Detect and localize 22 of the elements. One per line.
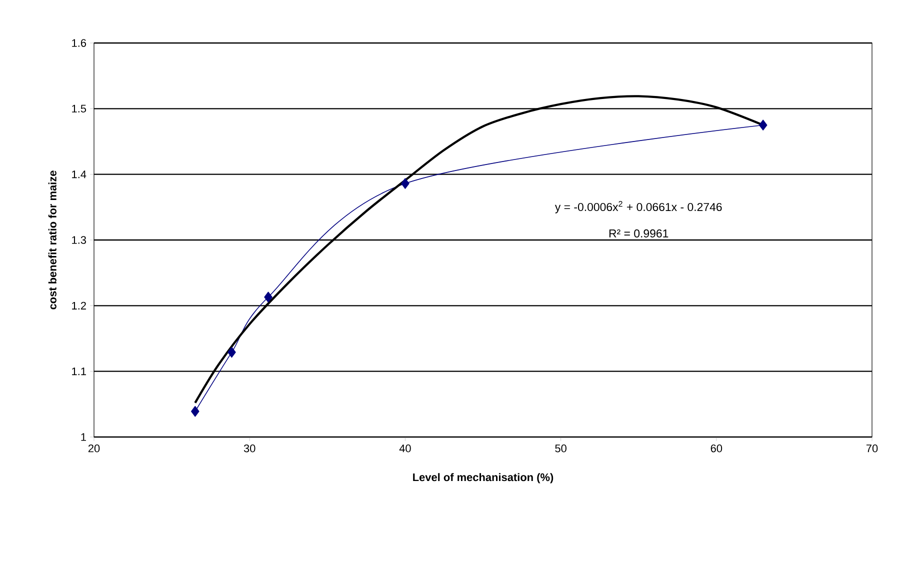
- y-tick-label: 1.2: [72, 302, 86, 310]
- y-tick-label: 1.1: [72, 368, 86, 376]
- y-axis-title: cost benefit ratio for maize: [48, 170, 56, 310]
- x-tick-label: 60: [710, 444, 722, 452]
- y-tick-label: 1.4: [72, 170, 86, 178]
- x-axis-title: Level of mechanisation (%): [413, 473, 554, 484]
- point: [191, 406, 200, 417]
- y-tick-label: 1: [81, 433, 86, 441]
- point: [228, 346, 236, 358]
- annotation: R² = 0.9961: [609, 229, 668, 238]
- y-tick-label: 1.5: [72, 104, 86, 112]
- point: [401, 178, 410, 189]
- point: [758, 120, 768, 130]
- x-tick-label: 70: [866, 444, 878, 452]
- x-tick-label: 50: [555, 444, 566, 452]
- x-tick-label: 40: [399, 444, 411, 452]
- x-tick-label: 20: [88, 444, 100, 452]
- y-tick-label: 1.6: [72, 39, 86, 47]
- annotation: y = -0.0006x$^{2}$ + 0.0661x - 0.2746: [554, 201, 722, 214]
- point: [264, 292, 272, 303]
- x-tick-label: 30: [244, 444, 256, 452]
- y-tick-label: 1.3: [72, 236, 86, 244]
